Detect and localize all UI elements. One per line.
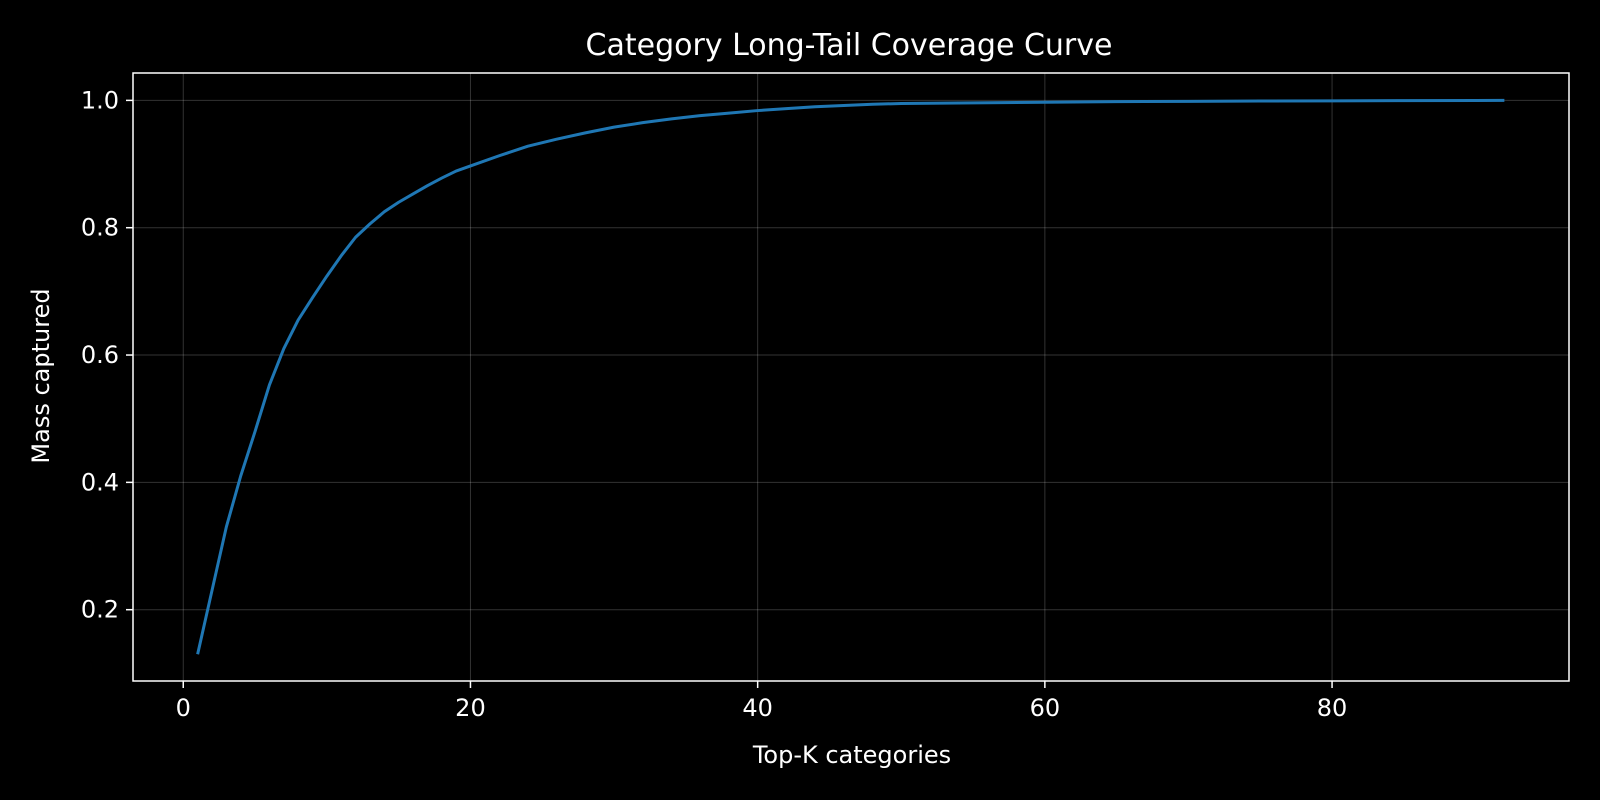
x-tick-label: 60 (1030, 694, 1061, 722)
x-tick-label: 80 (1317, 694, 1348, 722)
x-tick-label: 0 (176, 694, 191, 722)
y-tick-label: 0.6 (81, 341, 119, 369)
y-tick-label: 1.0 (81, 86, 119, 114)
x-tick-label: 40 (742, 694, 773, 722)
chart-title: Category Long-Tail Coverage Curve (586, 28, 1113, 63)
coverage-line (196, 98, 1505, 655)
x-tick-label: 20 (455, 694, 486, 722)
axis-ticks: 0 20 40 60 80 0.2 0.4 0.6 0.8 1.0 (81, 86, 1348, 722)
x-axis-label: Top-K categories (752, 741, 951, 769)
series-group (196, 98, 1505, 655)
y-tick-label: 0.2 (81, 596, 119, 624)
y-tick-label: 0.8 (81, 214, 119, 242)
y-tick-label: 0.4 (81, 468, 119, 496)
plot-frame (132, 72, 1570, 682)
y-axis-label: Mass captured (27, 288, 55, 463)
